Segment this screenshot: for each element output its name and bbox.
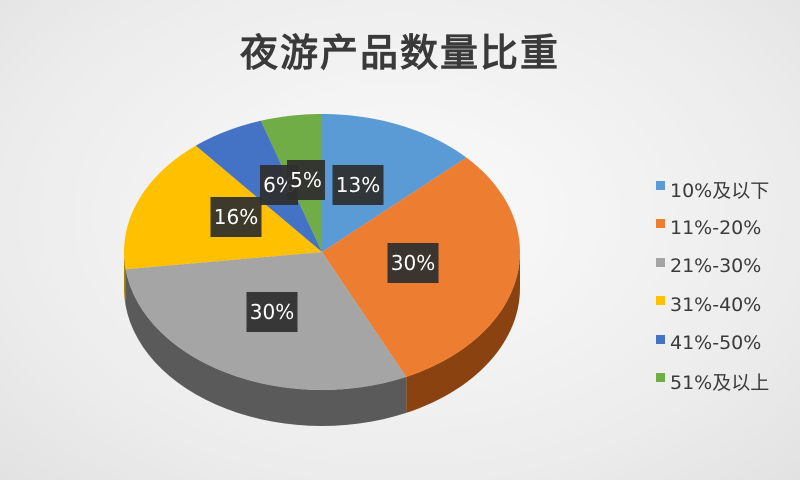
legend-label: 31%-40% — [670, 293, 762, 316]
pie-side-3 — [124, 252, 126, 306]
svg-text:30%: 30% — [391, 251, 435, 275]
legend-item: 21%-30% — [656, 247, 769, 286]
svg-text:16%: 16% — [214, 205, 258, 229]
legend: 10%及以下 11%-20% 21%-30% 31%-40% 41%-50% 51%及以上 — [656, 170, 769, 401]
legend-swatch — [656, 296, 665, 306]
pie-slice-4[interactable] — [195, 120, 322, 252]
pie-side-1 — [406, 252, 520, 413]
legend-label: 41%-50% — [670, 332, 762, 355]
legend-label: 10%及以下 — [670, 179, 770, 202]
legend-item: 41%-50% — [656, 324, 769, 363]
data-label-1: 30% — [387, 243, 439, 283]
legend-swatch — [656, 373, 665, 383]
legend-item: 31%-40% — [656, 286, 769, 325]
legend-swatch — [656, 180, 665, 190]
legend-item: 10%及以下 — [656, 170, 769, 209]
legend-item: 51%及以上 — [656, 363, 769, 402]
chart-title: 夜游产品数量比重 — [239, 31, 560, 75]
legend-label: 11%-20% — [670, 216, 762, 239]
svg-text:30%: 30% — [250, 300, 294, 324]
svg-text:13%: 13% — [336, 173, 380, 197]
svg-text:5%: 5% — [290, 168, 322, 192]
legend-swatch — [656, 219, 665, 229]
legend-label: 21%-30% — [670, 255, 762, 278]
legend-swatch — [656, 334, 665, 344]
data-label-5: 5% — [287, 160, 325, 200]
legend-label: 51%及以上 — [670, 372, 770, 395]
legend-swatch — [656, 257, 665, 267]
data-label-0: 13% — [332, 165, 384, 205]
pie-side-2 — [125, 269, 407, 426]
pie-slice-0[interactable] — [322, 114, 467, 252]
legend-item: 11%-20% — [656, 209, 769, 248]
data-label-3: 16% — [210, 197, 262, 237]
data-label-2: 30% — [246, 292, 298, 332]
